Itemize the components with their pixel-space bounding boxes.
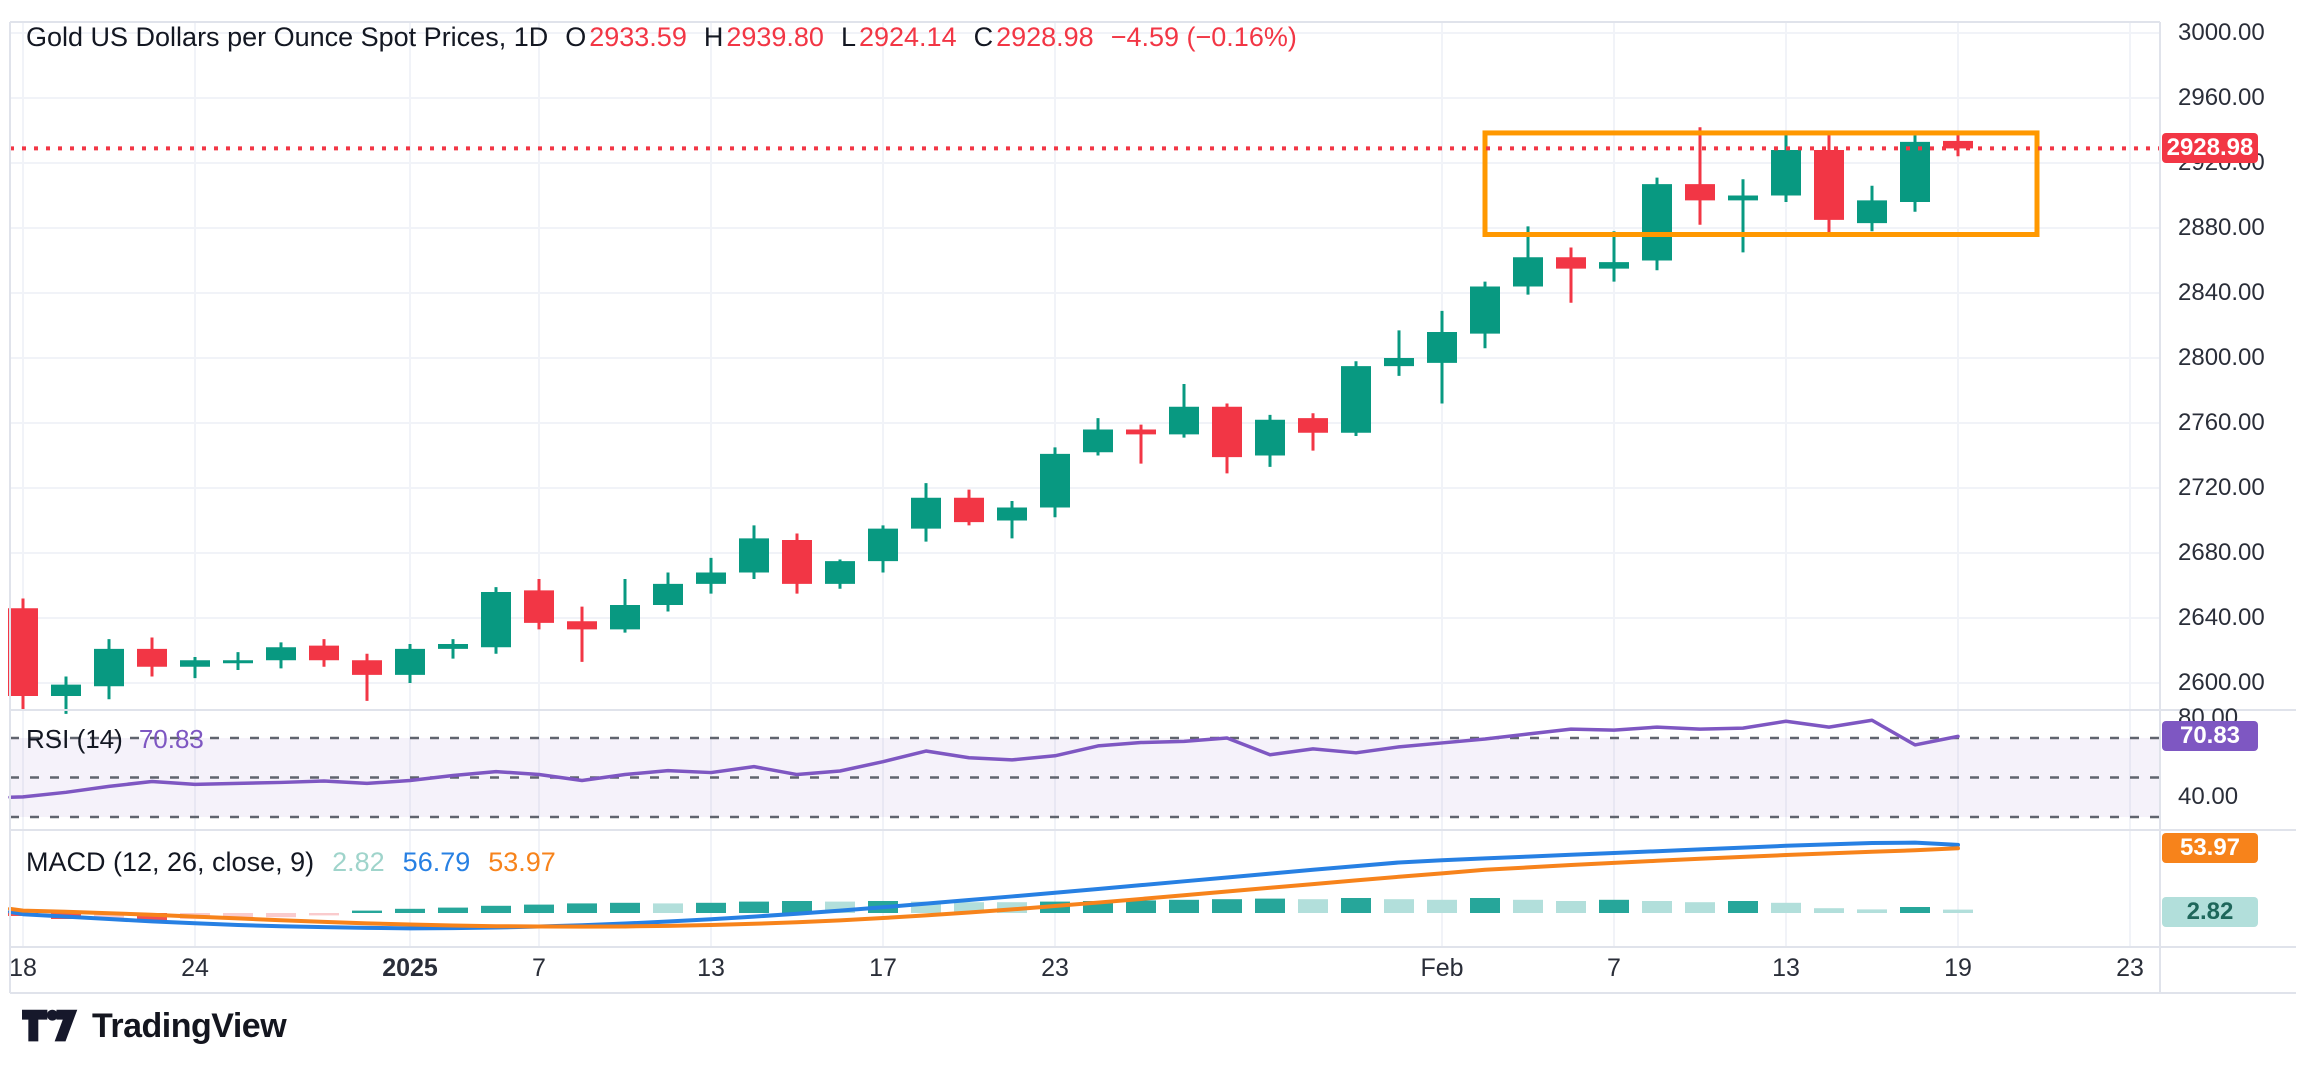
chart-root: Gold US Dollars per Ounce Spot Prices, 1…: [0, 0, 2304, 1066]
price-chart-canvas[interactable]: [0, 0, 2304, 1066]
